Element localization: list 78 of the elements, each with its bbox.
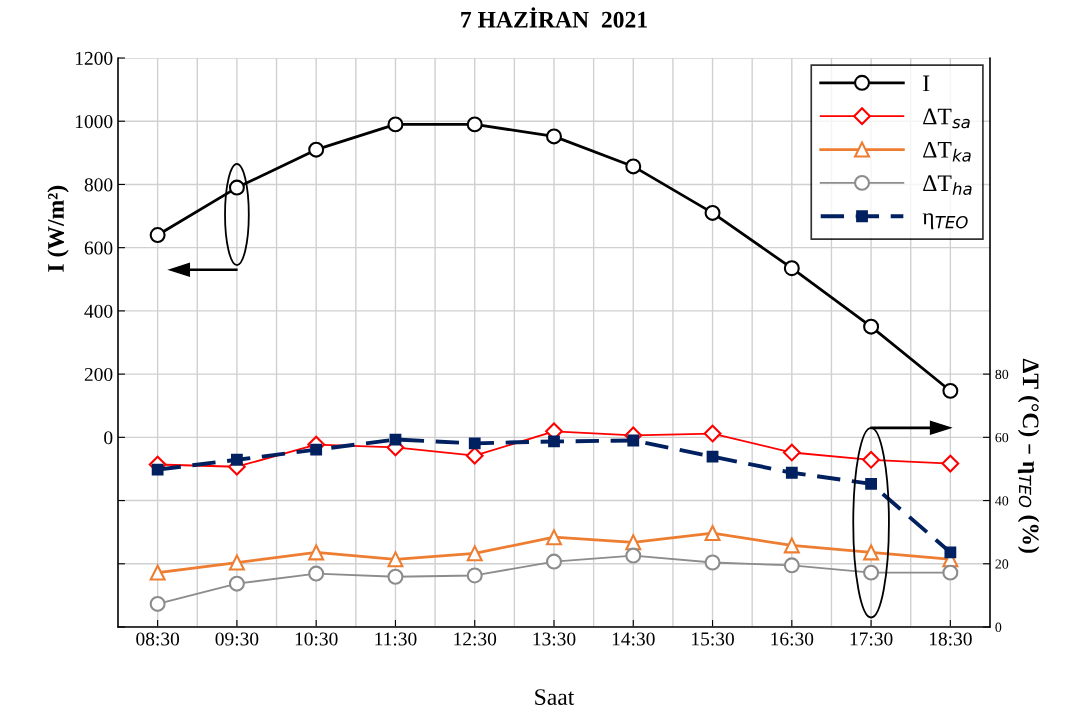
point — [308, 565, 325, 582]
legend-label: I — [923, 75, 930, 92]
y-tick-label: 200 — [84, 367, 113, 382]
point — [862, 450, 880, 469]
x-tick-label: 14:30 — [612, 632, 655, 646]
y2-tick-label: 0 — [995, 622, 1002, 632]
point — [704, 554, 721, 571]
point — [466, 567, 483, 584]
x-axis-title: Saat — [535, 689, 575, 705]
point — [783, 557, 800, 574]
point — [783, 537, 800, 554]
x-tick-label: 12:30 — [454, 632, 497, 646]
point — [704, 525, 721, 542]
point — [783, 260, 800, 277]
point — [941, 454, 960, 473]
x-tick-label: 09:30 — [215, 632, 259, 646]
point — [863, 544, 880, 561]
point — [308, 141, 325, 158]
point — [151, 463, 164, 476]
y2-tick-label: 80 — [995, 369, 1009, 380]
point — [863, 564, 880, 581]
y-tick-label: 600 — [84, 241, 113, 255]
legend-label: ΔT$_{ka}$ — [923, 141, 971, 162]
x-tick-label: 15:30 — [692, 632, 734, 646]
y-tick-label: 0 — [104, 431, 113, 445]
point — [468, 437, 481, 450]
point — [704, 204, 721, 221]
y2-axis-title: ΔT (°C) – η$_{TEO}$ (%) — [1017, 358, 1040, 553]
point — [231, 453, 243, 466]
point — [625, 547, 642, 564]
point — [466, 116, 483, 133]
point — [785, 466, 798, 479]
point — [546, 529, 562, 546]
chart-title: 7 HAZİRAN 2021 — [461, 7, 647, 28]
point — [387, 116, 404, 133]
point — [625, 158, 642, 175]
point — [546, 128, 562, 145]
x-tick-label: 11:30 — [375, 632, 417, 646]
point — [228, 179, 245, 196]
point — [942, 382, 959, 399]
point — [782, 443, 801, 462]
y-axis-title: I (W/m²) — [47, 185, 69, 272]
point — [389, 433, 402, 446]
y2-tick-label: 60 — [995, 432, 1009, 443]
point — [308, 544, 325, 561]
point — [546, 553, 562, 570]
x-tick-label: 16:30 — [771, 632, 814, 646]
point — [703, 424, 722, 443]
point — [387, 568, 404, 585]
point — [310, 443, 323, 456]
y2-tick-label: 20 — [995, 559, 1009, 569]
point — [863, 318, 880, 335]
point — [149, 595, 166, 612]
point — [149, 227, 166, 244]
point — [149, 564, 166, 581]
x-tick-label: 10:30 — [295, 632, 338, 646]
x-tick-label: 17:30 — [850, 632, 893, 646]
y-tick-label: 800 — [84, 178, 113, 192]
legend-label: ΔT$_{ha}$ — [923, 175, 972, 196]
y-tick-label: 1200 — [75, 51, 113, 65]
point — [387, 551, 404, 568]
y-tick-label: 400 — [84, 304, 113, 318]
x-tick-label: 08:30 — [136, 632, 180, 646]
point — [228, 575, 245, 592]
point — [942, 564, 959, 581]
y-tick-label: 1000 — [75, 115, 113, 129]
point — [706, 450, 719, 463]
legend-label: ΔT$_{sa}$ — [923, 108, 970, 129]
point — [548, 435, 560, 448]
point — [865, 477, 877, 490]
x-tick-label: 13:30 — [533, 632, 576, 646]
point — [944, 546, 957, 559]
x-tick-label: 18:30 — [929, 632, 972, 646]
point — [466, 545, 483, 562]
point — [627, 434, 640, 447]
point — [228, 554, 245, 571]
legend-label: η$_{TEO}$ — [922, 213, 968, 230]
y2-tick-label: 40 — [995, 496, 1009, 506]
